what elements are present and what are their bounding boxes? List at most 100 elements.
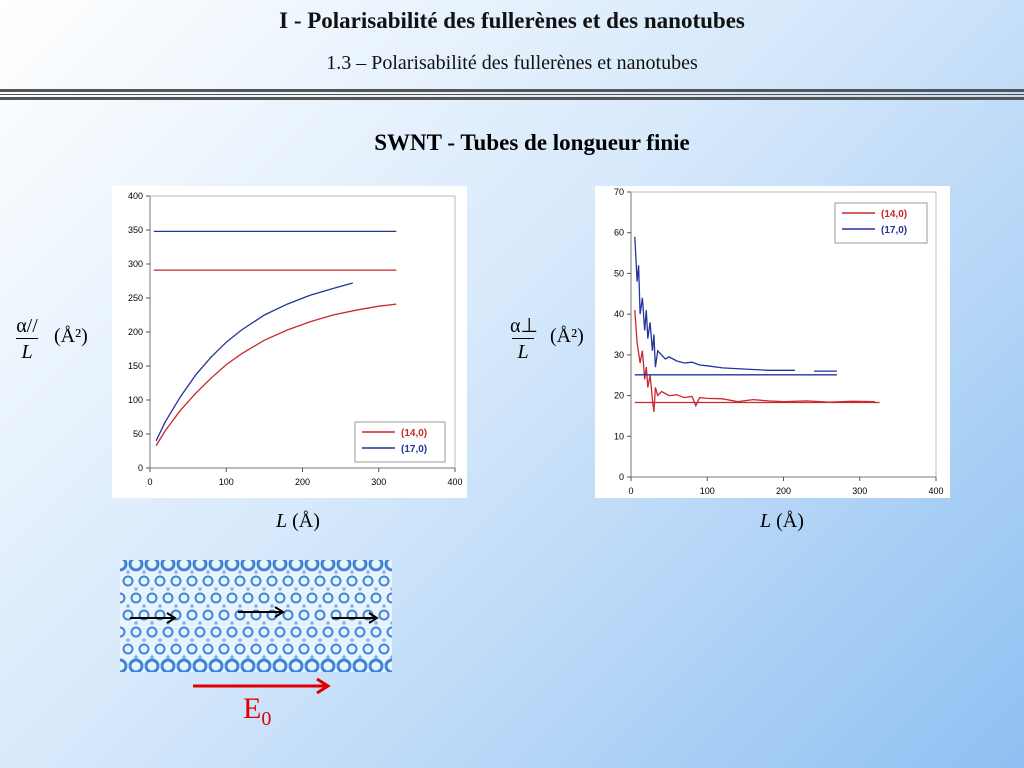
nanotube-atom	[390, 655, 392, 659]
nanotube-ring	[242, 626, 254, 638]
nanotube-atom	[254, 638, 258, 642]
right-chart-legend-label: (17,0)	[881, 225, 907, 236]
nanotube-atom	[262, 587, 266, 591]
right-x-label-unit: (Å)	[771, 510, 804, 532]
nanotube-ring	[362, 575, 374, 587]
nanotube-ring	[210, 592, 222, 604]
nanotube-ring	[162, 592, 174, 604]
nanotube-atom	[342, 587, 346, 591]
nanotube-ring	[298, 643, 310, 655]
nanotube-ring	[242, 592, 254, 604]
nanotube-atom	[366, 638, 370, 642]
nanotube-ring	[138, 643, 150, 655]
nanotube-atom	[374, 655, 378, 659]
nanotube-atom	[350, 604, 354, 608]
nanotube-atom	[366, 604, 370, 608]
nanotube-ring	[178, 626, 190, 638]
nanotube-ring	[368, 560, 384, 572]
nanotube-ring	[178, 592, 190, 604]
nanotube-ring	[128, 560, 144, 572]
nanotube-atom	[238, 604, 242, 608]
nanotube-ring	[282, 575, 294, 587]
nanotube-ring	[224, 658, 240, 672]
nanotube-atom	[294, 621, 298, 625]
right-y-label-denominator: L	[517, 341, 529, 363]
nanotube-ring	[122, 575, 134, 587]
nanotube-atom	[294, 587, 298, 591]
nanotube-ring	[322, 626, 334, 638]
nanotube-ring	[128, 658, 144, 672]
left-chart-y-tick-label: 50	[133, 429, 143, 439]
nanotube-atom	[214, 587, 218, 591]
header-rule-bottom	[0, 97, 1024, 100]
nanotube-ring	[274, 626, 286, 638]
nanotube-ring	[138, 575, 150, 587]
left-chart-legend-label: (14,0)	[401, 428, 427, 439]
nanotube-ring	[338, 592, 350, 604]
nanotube-ring	[288, 658, 304, 672]
nanotube-ring	[290, 592, 302, 604]
left-chart-legend-label: (17,0)	[401, 444, 427, 455]
nanotube-ring	[176, 658, 192, 672]
right-x-axis-label: L (Å)	[760, 510, 804, 533]
nanotube-ring	[346, 575, 358, 587]
nanotube-ring	[144, 658, 160, 672]
nanotube-ring	[122, 609, 134, 621]
right-chart-y-tick-label: 60	[614, 228, 624, 238]
right-y-label-unit: (Å²)	[550, 325, 584, 347]
nanotube-atom	[262, 655, 266, 659]
right-chart-legend	[834, 202, 928, 244]
nanotube-atom	[134, 587, 138, 591]
nanotube-ring	[122, 643, 134, 655]
nanotube-ring	[330, 643, 342, 655]
nanotube-ring	[386, 626, 392, 638]
nanotube-atom	[262, 621, 266, 625]
right-chart-y-tick-label: 50	[614, 268, 624, 278]
nanotube-atom	[230, 621, 234, 625]
chart-left: 0 100 200 300 400 0 50 100 150 200 250 300 350 400 (14…	[128, 191, 463, 487]
nanotube-atom	[326, 655, 330, 659]
header-rule-middle	[0, 94, 1024, 95]
left-chart-y-tick-label: 400	[128, 191, 143, 201]
nanotube-atom	[310, 621, 314, 625]
right-chart-legend-label: (14,0)	[881, 209, 907, 220]
nanotube-ring	[120, 592, 126, 604]
right-y-label-numerator: α⊥	[510, 315, 538, 337]
nanotube-ring	[218, 609, 230, 621]
dipole-arrow-head-0	[166, 612, 177, 624]
left-chart-x-tick-label: 100	[219, 477, 234, 487]
nanotube-atom	[342, 621, 346, 625]
nanotube-ring	[352, 658, 368, 672]
nanotube-atom	[158, 570, 162, 574]
nanotube-ring	[162, 626, 174, 638]
nanotube-atom	[198, 655, 202, 659]
right-chart-y-tick-label: 40	[614, 309, 624, 319]
nanotube-atom	[246, 621, 250, 625]
nanotube-atom	[390, 621, 392, 625]
nanotube-atom	[198, 621, 202, 625]
nanotube-ring	[282, 643, 294, 655]
nanotube-atom	[158, 638, 162, 642]
nanotube-ring	[176, 560, 192, 572]
right-chart-series-line-1	[634, 236, 795, 371]
nanotube-atom	[350, 638, 354, 642]
nanotube-atom	[270, 638, 274, 642]
nanotube-atom	[142, 604, 146, 608]
nanotube-ring	[386, 592, 392, 604]
left-chart-x-tick-label: 300	[371, 477, 386, 487]
nanotube-atom	[286, 604, 290, 608]
nanotube-image	[120, 560, 392, 672]
left-chart-series-line-1	[155, 282, 353, 442]
left-x-axis-label: L (Å)	[276, 510, 320, 533]
dipole-arrow-head-2	[368, 612, 379, 624]
nanotube-atom	[278, 655, 282, 659]
nanotube-ring	[234, 575, 246, 587]
nanotube-atom	[358, 587, 362, 591]
nanotube-ring	[384, 658, 392, 672]
nanotube-atom	[190, 638, 194, 642]
left-chart-y-tick-label: 200	[128, 327, 143, 337]
nanotube-atom	[246, 587, 250, 591]
nanotube-ring	[368, 658, 384, 672]
right-chart-y-tick-label: 20	[614, 391, 624, 401]
nanotube-ring	[362, 643, 374, 655]
